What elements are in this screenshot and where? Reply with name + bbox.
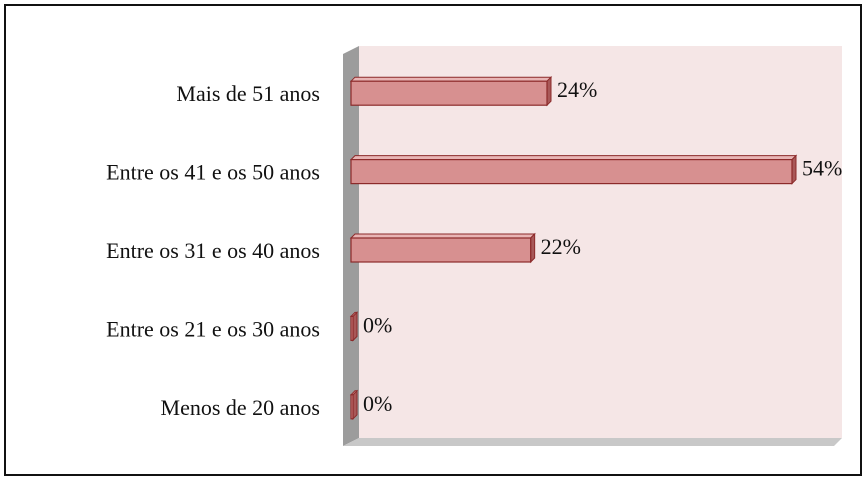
category-label: Entre os 31 e os 40 anos: [106, 238, 320, 263]
bar-front-face: [350, 394, 354, 420]
data-label: 0%: [363, 391, 392, 416]
bar-top-face: [349, 155, 798, 161]
bar-top-face: [349, 233, 536, 239]
data-label: 22%: [541, 234, 581, 259]
category-label: Entre os 21 e os 30 anos: [106, 316, 320, 341]
bars: [349, 75, 798, 421]
category-label: Menos de 20 anos: [161, 395, 320, 420]
bar: [349, 154, 798, 185]
floor: [343, 438, 842, 446]
bar-side-face: [352, 389, 358, 421]
bar-front-face: [350, 80, 548, 106]
bar: [349, 232, 536, 264]
data-label: 0%: [363, 312, 392, 337]
bar-chart: Mais de 51 anos Entre os 41 e os 50 anos E…: [106, 46, 842, 446]
category-label: Mais de 51 anos: [176, 81, 320, 106]
bar: [349, 389, 359, 421]
data-label: 24%: [557, 77, 597, 102]
category-label: Entre os 41 e os 50 anos: [106, 160, 320, 185]
chart-frame: Mais de 51 anos Entre os 41 e os 50 anos E…: [4, 4, 862, 476]
bar-front-face: [350, 159, 793, 185]
bar: [349, 75, 553, 107]
bar: [349, 311, 359, 342]
bar-front-face: [350, 237, 532, 263]
category-labels: Mais de 51 anos Entre os 41 e os 50 anos E…: [106, 81, 320, 420]
data-label: 54%: [802, 156, 842, 181]
bar-side-face: [352, 311, 358, 342]
value-labels: 24% 54% 22% 0% 0%: [363, 77, 842, 416]
bar-front-face: [350, 315, 354, 341]
